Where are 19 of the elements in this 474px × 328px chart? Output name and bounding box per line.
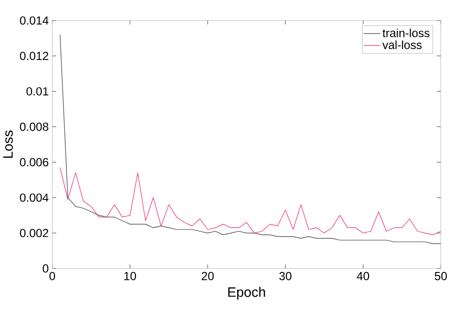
y-tick-label: 0.002 xyxy=(20,228,48,238)
y-tick-label: 0 xyxy=(42,264,48,273)
legend-label: train-loss xyxy=(382,28,430,38)
y-tick-label: 0.01 xyxy=(26,87,48,96)
y-axis-title: Loss xyxy=(3,130,13,158)
line-series xyxy=(60,167,441,236)
y-tick-label: 0.014 xyxy=(20,16,48,25)
x-tick-label: 0 xyxy=(49,272,56,280)
x-axis-title: Epoch xyxy=(228,286,266,300)
x-tick-label: 20 xyxy=(202,272,214,280)
y-tick-label: 0.008 xyxy=(20,122,48,131)
x-tick-label: 40 xyxy=(356,272,370,280)
x-tick-label: 10 xyxy=(124,272,136,280)
y-tick-label: 0.006 xyxy=(20,158,48,166)
x-tick-label: 50 xyxy=(434,272,447,280)
y-tick-label: 0.004 xyxy=(20,193,48,202)
y-tick-label: 0.012 xyxy=(20,52,48,60)
x-tick-label: 30 xyxy=(279,272,292,280)
legend-label: val-loss xyxy=(382,40,422,50)
